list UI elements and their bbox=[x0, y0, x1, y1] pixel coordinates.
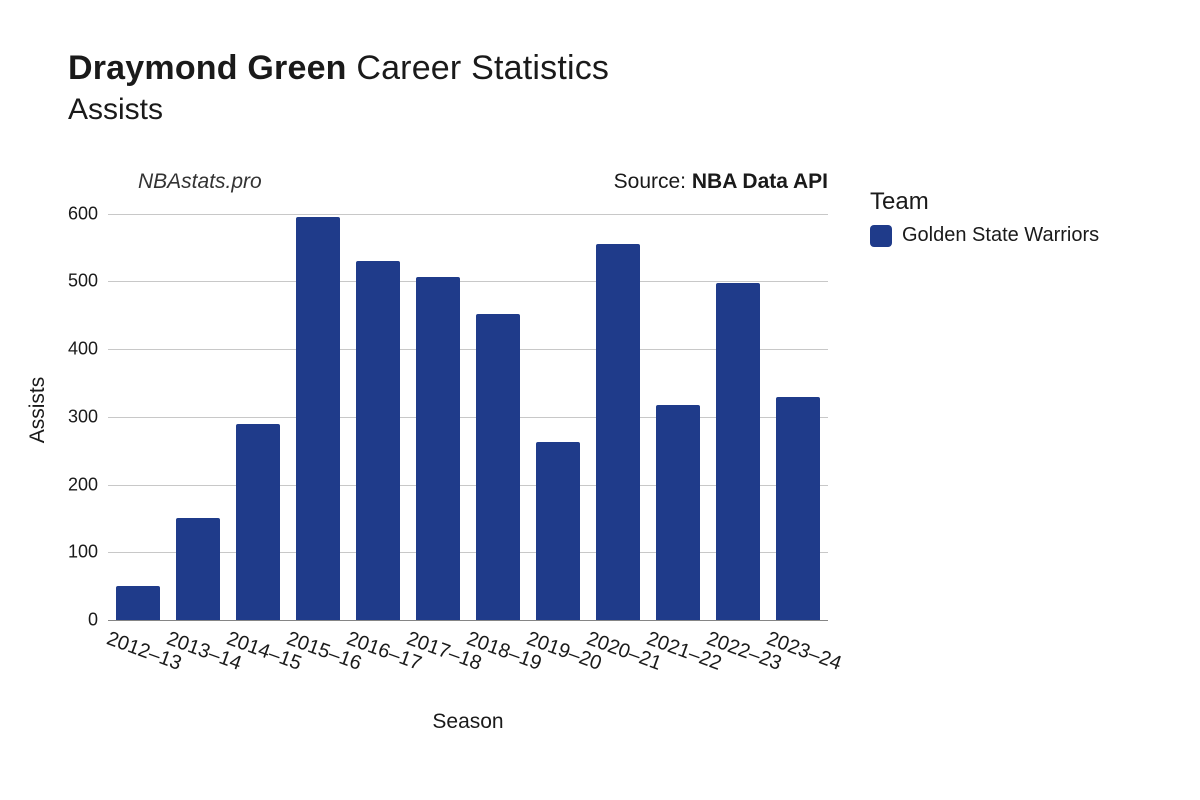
bar bbox=[596, 244, 639, 620]
legend-item-label: Golden State Warriors bbox=[902, 224, 1099, 247]
bar bbox=[416, 277, 459, 620]
plot-area: NBAstats.pro Source: NBA Data API 010020… bbox=[108, 200, 828, 620]
source-value: NBA Data API bbox=[692, 170, 828, 193]
bar bbox=[476, 314, 519, 620]
legend-item: Golden State Warriors bbox=[870, 224, 1099, 247]
y-tick-label: 300 bbox=[68, 406, 108, 427]
legend: Team Golden State Warriors bbox=[870, 188, 1099, 247]
y-tick-label: 400 bbox=[68, 339, 108, 360]
x-axis-title: Season bbox=[432, 710, 503, 734]
bar bbox=[776, 397, 819, 620]
bar bbox=[296, 217, 339, 620]
player-name: Draymond Green bbox=[68, 49, 347, 87]
bar bbox=[716, 283, 759, 620]
chart-title-block: Draymond Green Career Statistics Assists bbox=[68, 48, 609, 127]
bar bbox=[176, 518, 219, 620]
bar bbox=[356, 261, 399, 620]
bar bbox=[116, 586, 159, 620]
grid-line bbox=[108, 281, 828, 282]
bar bbox=[656, 405, 699, 620]
watermark-text: NBAstats.pro bbox=[138, 170, 262, 194]
y-tick-label: 600 bbox=[68, 203, 108, 224]
chart-title: Draymond Green Career Statistics bbox=[68, 48, 609, 89]
bar bbox=[236, 424, 279, 620]
legend-title: Team bbox=[870, 188, 1099, 216]
chart-subtitle: Assists bbox=[68, 93, 609, 127]
title-suffix: Career Statistics bbox=[356, 49, 609, 87]
grid-line bbox=[108, 214, 828, 215]
chart-container: Draymond Green Career Statistics Assists… bbox=[0, 0, 1200, 800]
y-tick-label: 200 bbox=[68, 474, 108, 495]
y-axis-title: Assists bbox=[26, 377, 50, 444]
y-tick-label: 100 bbox=[68, 542, 108, 563]
source-text: Source: NBA Data API bbox=[614, 170, 828, 194]
legend-swatch bbox=[870, 225, 892, 247]
source-label: Source: bbox=[614, 170, 692, 193]
plot-inner: 01002003004005006002012–132013–142014–15… bbox=[108, 200, 828, 620]
x-axis-line bbox=[108, 620, 828, 621]
y-tick-label: 0 bbox=[88, 610, 108, 631]
bar bbox=[536, 442, 579, 620]
y-tick-label: 500 bbox=[68, 271, 108, 292]
